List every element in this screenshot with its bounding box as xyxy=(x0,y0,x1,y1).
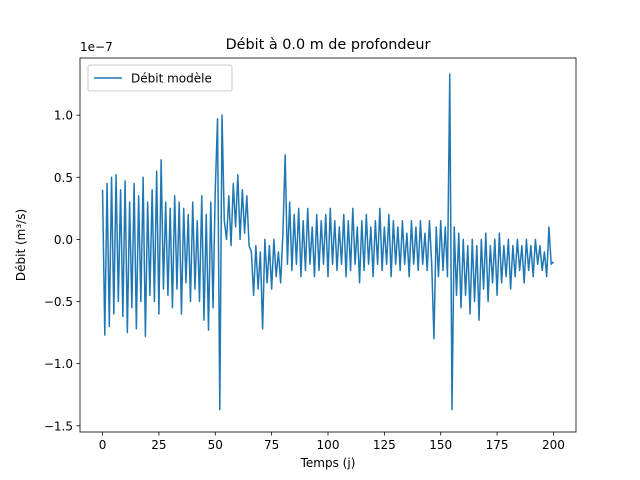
x-tick-label: 25 xyxy=(151,438,166,452)
y-axis-label: Débit (m³/s) xyxy=(14,209,28,281)
y-offset-label: 1e−7 xyxy=(80,40,113,54)
x-axis-label: Temps (j) xyxy=(300,456,356,470)
x-tick-label: 50 xyxy=(208,438,223,452)
plot-frame xyxy=(79,57,577,433)
data-line xyxy=(101,73,555,411)
y-tick-label: 1.0 xyxy=(54,109,73,123)
y-tick-label: −0.5 xyxy=(44,295,73,309)
x-tick-label: 175 xyxy=(486,438,509,452)
legend-label: Débit modèle xyxy=(131,72,212,86)
x-tick-label: 125 xyxy=(373,438,396,452)
y-tick-label: 0.5 xyxy=(54,171,73,185)
x-tick-label: 0 xyxy=(99,438,107,452)
y-tick-label: −1.5 xyxy=(44,419,73,433)
y-tick-label: 0.0 xyxy=(54,233,73,247)
x-tick-label: 150 xyxy=(429,438,452,452)
legend-box xyxy=(87,64,233,92)
x-tick-label: 100 xyxy=(317,438,340,452)
x-tick-label: 75 xyxy=(264,438,279,452)
y-tick-label: −1.0 xyxy=(44,357,73,371)
x-tick-label: 200 xyxy=(542,438,565,452)
chart-title: Débit à 0.0 m de profondeur xyxy=(226,37,431,53)
